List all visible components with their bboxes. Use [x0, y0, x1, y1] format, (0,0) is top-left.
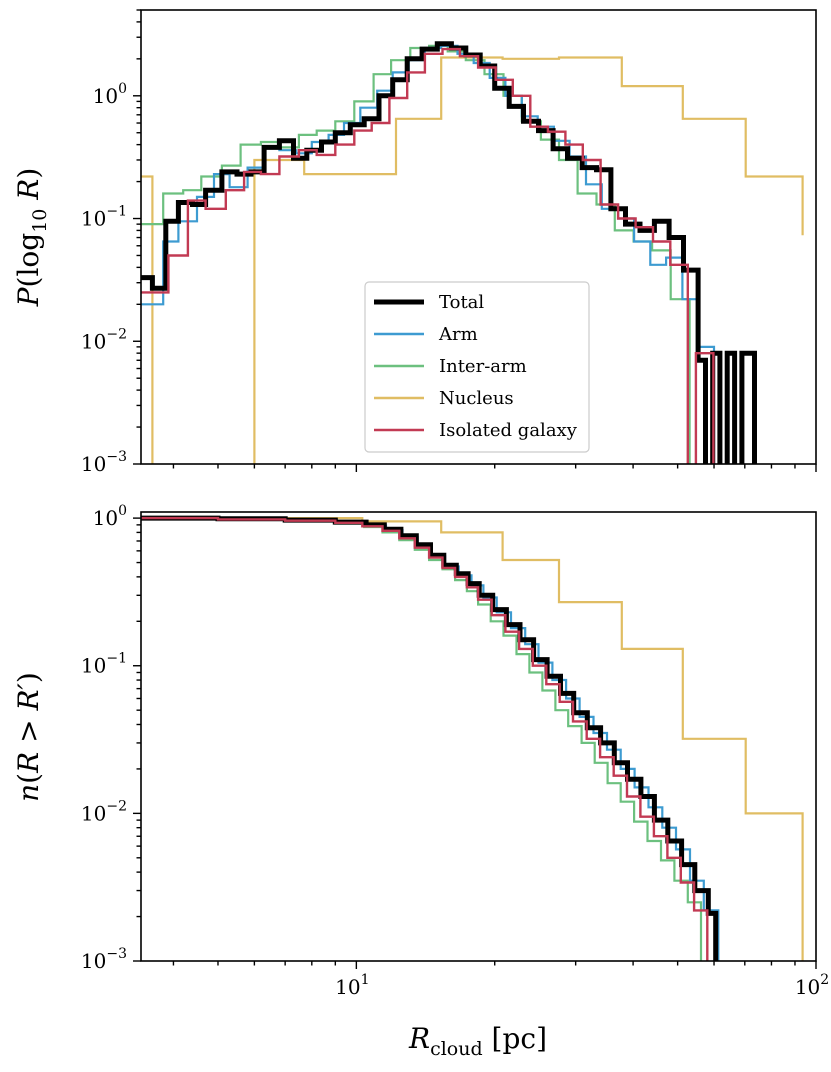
bottom-axes-frame: [140, 511, 817, 962]
axis-labels: P(log10 R) n(R > R′) Rcloud [pc]: [12, 168, 547, 1060]
top-ytick-label: 10−2: [81, 326, 127, 353]
legend-label-arm: Arm: [438, 324, 478, 345]
bottom-ytick-label: 10−1: [81, 651, 127, 678]
bottom-ytick-label: 10−2: [81, 798, 127, 825]
top-ytick-label: 100: [93, 81, 127, 108]
top-ytick-label: 10−1: [81, 204, 127, 231]
top-ylabel: P(log10 R): [12, 168, 51, 308]
legend: Total Arm Inter-arm Nucleus Isolated galaxy: [364, 281, 590, 453]
top-series-group: [141, 41, 804, 464]
top-panel: 100 10−1 10−2 10−3 Total Arm Inter-arm Nucleus I…: [81, 9, 817, 476]
bottom-series-arm: [141, 517, 720, 961]
bottom-series-nucleus: [141, 517, 804, 961]
legend-label-isolated-galaxy: Isolated galaxy: [439, 420, 578, 441]
legend-label-nucleus: Nucleus: [439, 388, 514, 409]
top-ytick-label: 10−3: [81, 449, 127, 476]
bottom-xtick-label: 101: [335, 972, 369, 999]
bottom-series-isolated-galaxy: [141, 516, 709, 961]
bottom-xlabel: Rcloud [pc]: [408, 1022, 547, 1060]
bottom-series-group: [141, 515, 804, 961]
bottom-ylabel: n(R > R′): [12, 672, 45, 802]
legend-label-inter-arm: Inter-arm: [439, 356, 527, 377]
bottom-ytick-label: 100: [93, 503, 127, 530]
top-series-isolated-galaxy: [141, 47, 715, 464]
bottom-panel: 100 10−1 10−2 10−3 101 102: [81, 503, 829, 999]
legend-box: [364, 281, 590, 453]
top-series-nucleus: [141, 56, 804, 464]
bottom-series-inter-arm: [141, 517, 703, 961]
legend-label-total: Total: [439, 292, 484, 313]
bottom-ytick-label: 10−3: [81, 946, 127, 973]
bottom-series-total: [141, 515, 719, 961]
bottom-xtick-label: 102: [795, 972, 829, 999]
